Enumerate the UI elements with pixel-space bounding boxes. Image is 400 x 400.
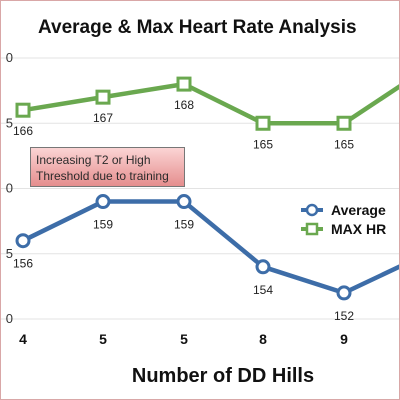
data-point bbox=[176, 76, 192, 92]
data-label: 168 bbox=[174, 98, 194, 112]
data-point bbox=[336, 285, 352, 301]
data-point bbox=[15, 102, 31, 118]
chart-annotation: Increasing T2 or High Threshold due to t… bbox=[30, 147, 185, 187]
data-label: 154 bbox=[253, 283, 273, 297]
data-point bbox=[255, 259, 271, 275]
data-point bbox=[255, 115, 271, 131]
data-label: 159 bbox=[174, 218, 194, 232]
x-tick-label: 5 bbox=[99, 331, 107, 347]
y-tick-label: 0 bbox=[6, 311, 13, 326]
legend-marker bbox=[305, 203, 319, 217]
y-tick-label: 0 bbox=[6, 50, 13, 65]
series-line bbox=[22, 81, 399, 126]
series-max-hr: 166 167 168 165 165 bbox=[13, 76, 399, 151]
data-label: 159 bbox=[93, 218, 113, 232]
y-tick-label: 5 bbox=[6, 115, 13, 130]
data-label: 166 bbox=[13, 124, 33, 138]
legend-item: MAX HR bbox=[301, 221, 386, 237]
data-point bbox=[95, 89, 111, 105]
data-point bbox=[176, 194, 192, 210]
x-tick-label: 5 bbox=[180, 331, 188, 347]
x-tick-label: 8 bbox=[259, 331, 267, 347]
data-label: 167 bbox=[93, 111, 113, 125]
legend-marker bbox=[305, 222, 319, 236]
data-label: 156 bbox=[13, 257, 33, 271]
legend-item: Average bbox=[301, 202, 386, 218]
x-axis-label: Number of DD Hills bbox=[132, 365, 314, 387]
data-point bbox=[336, 115, 352, 131]
legend-label: Average bbox=[331, 202, 386, 218]
series-line bbox=[22, 199, 399, 296]
legend-label: MAX HR bbox=[331, 221, 386, 237]
y-tick-label: 0 bbox=[6, 181, 13, 196]
chart-title: Average & Max Heart Rate Analysis bbox=[38, 17, 357, 38]
series-average: 156 159 159 154 152 bbox=[13, 194, 399, 323]
data-label: 152 bbox=[334, 309, 354, 323]
data-label: 165 bbox=[334, 137, 354, 151]
x-tick-label: 9 bbox=[340, 331, 348, 347]
data-point bbox=[95, 194, 111, 210]
x-tick-label: 4 bbox=[19, 331, 27, 347]
data-point bbox=[15, 233, 31, 249]
y-tick-label: 5 bbox=[6, 246, 13, 261]
data-label: 165 bbox=[253, 137, 273, 151]
